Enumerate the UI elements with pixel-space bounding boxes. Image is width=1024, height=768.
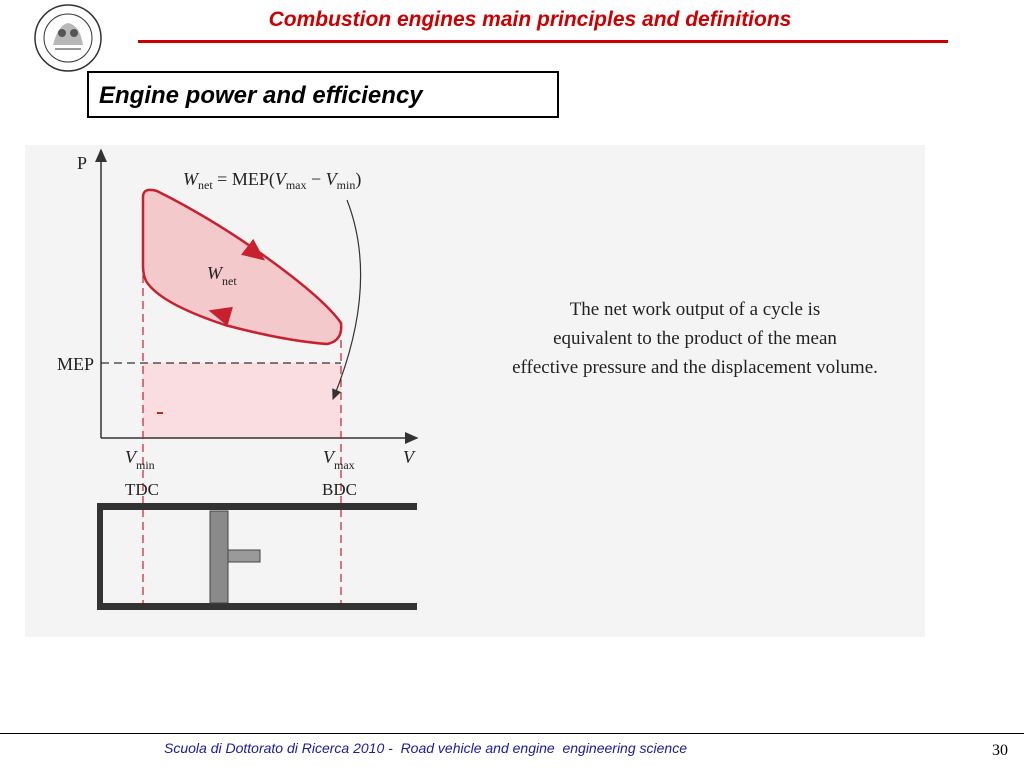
pv-figure: P V MEP Wnet = MEP(Vmax − Vmin) Wnet Vmi…: [25, 145, 925, 637]
section-title: Engine power and efficiency: [99, 82, 423, 109]
description: The net work output of a cycle is equiva…: [465, 295, 925, 382]
header-rule: [138, 40, 948, 43]
p-axis-label: P: [77, 153, 87, 173]
displacement-work-area: [143, 363, 341, 438]
politecnico-logo: [34, 4, 102, 72]
section-box: Engine power and efficiency: [87, 71, 559, 118]
cylinder-head: [97, 503, 103, 610]
piston-rod: [227, 549, 261, 563]
mep-label: MEP: [57, 354, 94, 374]
footer-text: Scuola di Dottorato di Ricerca 2010 - Ro…: [164, 740, 687, 756]
footer-rule: [0, 733, 1024, 734]
description-line: The net work output of a cycle is: [569, 299, 821, 320]
tdc-label: TDC: [125, 480, 159, 499]
piston: [209, 510, 229, 604]
pv-diagram: P V MEP Wnet = MEP(Vmax − Vmin) Wnet Vmi…: [57, 148, 419, 610]
description-line: effective pressure and the displacement …: [512, 357, 878, 378]
vmax-label: Vmax: [323, 447, 355, 472]
cycle-loop: [141, 188, 343, 346]
header-title: Combustion engines main principles and d…: [268, 8, 792, 31]
loop-arrow-up: [208, 306, 233, 327]
cylinder: [97, 503, 417, 610]
loop-arrow-down: [241, 238, 265, 261]
bdc-label: BDC: [322, 480, 357, 499]
description-line: equivalent to the product of the mean: [553, 328, 837, 349]
page-number: 30: [992, 742, 1008, 759]
wnet-label: Wnet: [207, 263, 237, 288]
formula-pointer: [332, 199, 362, 401]
cylinder-bottom-wall: [97, 603, 417, 610]
vmin-label: Vmin: [125, 447, 155, 472]
cylinder-top-wall: [97, 503, 417, 510]
formula: Wnet = MEP(Vmax − Vmin): [183, 169, 361, 192]
v-axis-label: V: [403, 447, 416, 467]
